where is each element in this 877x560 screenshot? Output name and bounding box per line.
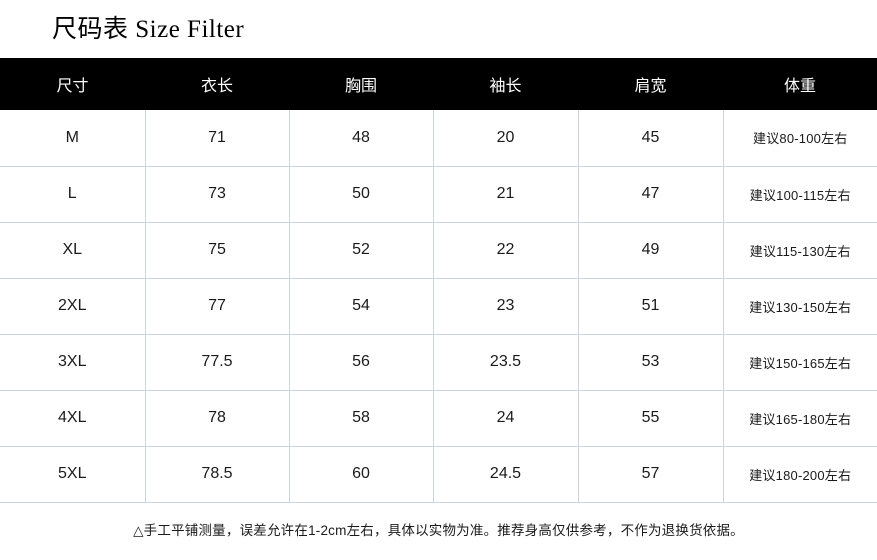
- table-row: 3XL 77.5 56 23.5 53 建议150-165左右: [0, 334, 877, 391]
- cell-weight: 建议150-165左右: [723, 334, 877, 391]
- table-row: XL 75 52 22 49 建议115-130左右: [0, 222, 877, 279]
- cell-length: 77: [145, 278, 290, 335]
- cell-length: 73: [145, 166, 290, 223]
- measurement-note: △手工平铺测量，误差允许在1-2cm左右，具体以实物为准。推荐身高仅供参考，不作…: [0, 502, 877, 556]
- cell-bust: 58: [289, 390, 434, 447]
- table-body: M 71 48 20 45 建议80-100左右 L 73 50 21 47 建…: [0, 110, 877, 556]
- cell-bust: 60: [289, 446, 434, 503]
- column-header-length: 衣长: [145, 58, 289, 110]
- cell-weight: 建议165-180左右: [723, 390, 877, 447]
- cell-weight: 建议130-150左右: [723, 278, 877, 335]
- cell-bust: 54: [289, 278, 434, 335]
- cell-size: 3XL: [0, 334, 146, 391]
- cell-sleeve: 20: [433, 110, 579, 167]
- cell-shoulder: 45: [578, 110, 724, 167]
- table-note-row: △手工平铺测量，误差允许在1-2cm左右，具体以实物为准。推荐身高仅供参考，不作…: [0, 502, 877, 556]
- column-header-bust: 胸围: [289, 58, 433, 110]
- cell-sleeve: 21: [433, 166, 579, 223]
- cell-length: 77.5: [145, 334, 290, 391]
- cell-length: 78.5: [145, 446, 290, 503]
- cell-sleeve: 23.5: [433, 334, 579, 391]
- column-header-shoulder: 肩宽: [578, 58, 723, 110]
- cell-sleeve: 23: [433, 278, 579, 335]
- title-bar: 尺码表 Size Filter: [0, 0, 877, 58]
- cell-bust: 48: [289, 110, 434, 167]
- cell-weight: 建议80-100左右: [723, 110, 877, 167]
- cell-size: 2XL: [0, 278, 146, 335]
- table-header-row: 尺寸 衣长 胸围 袖长 肩宽 体重: [0, 58, 877, 110]
- cell-shoulder: 51: [578, 278, 724, 335]
- size-chart-table: 尺寸 衣长 胸围 袖长 肩宽 体重 M 71 48 20 45 建议80-100…: [0, 58, 877, 556]
- cell-bust: 56: [289, 334, 434, 391]
- cell-shoulder: 49: [578, 222, 724, 279]
- page-title: 尺码表 Size Filter: [52, 15, 245, 43]
- cell-weight: 建议180-200左右: [723, 446, 877, 503]
- table-row: 2XL 77 54 23 51 建议130-150左右: [0, 278, 877, 335]
- cell-bust: 52: [289, 222, 434, 279]
- cell-size: M: [0, 110, 146, 167]
- cell-shoulder: 57: [578, 446, 724, 503]
- cell-sleeve: 24.5: [433, 446, 579, 503]
- cell-weight: 建议100-115左右: [723, 166, 877, 223]
- cell-size: L: [0, 166, 146, 223]
- table-row: 4XL 78 58 24 55 建议165-180左右: [0, 390, 877, 447]
- cell-length: 71: [145, 110, 290, 167]
- table-row: 5XL 78.5 60 24.5 57 建议180-200左右: [0, 446, 877, 503]
- cell-length: 78: [145, 390, 290, 447]
- cell-shoulder: 47: [578, 166, 724, 223]
- cell-length: 75: [145, 222, 290, 279]
- table-header: 尺寸 衣长 胸围 袖长 肩宽 体重: [0, 58, 877, 110]
- cell-size: XL: [0, 222, 146, 279]
- column-header-sleeve: 袖长: [433, 58, 578, 110]
- table-row: L 73 50 21 47 建议100-115左右: [0, 166, 877, 223]
- cell-weight: 建议115-130左右: [723, 222, 877, 279]
- table-row: M 71 48 20 45 建议80-100左右: [0, 110, 877, 167]
- cell-sleeve: 24: [433, 390, 579, 447]
- cell-shoulder: 53: [578, 334, 724, 391]
- cell-size: 4XL: [0, 390, 146, 447]
- cell-sleeve: 22: [433, 222, 579, 279]
- column-header-weight: 体重: [723, 58, 877, 110]
- column-header-size: 尺寸: [0, 58, 145, 110]
- cell-shoulder: 55: [578, 390, 724, 447]
- cell-bust: 50: [289, 166, 434, 223]
- cell-size: 5XL: [0, 446, 146, 503]
